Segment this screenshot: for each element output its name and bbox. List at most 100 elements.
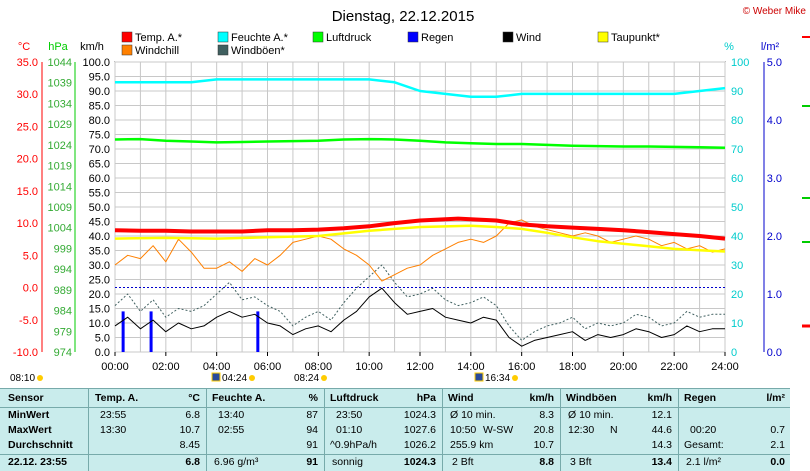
legend-swatch	[121, 31, 133, 43]
tick-temp: 20.0	[17, 154, 38, 166]
tick-wind: 5.0	[95, 333, 110, 345]
x-tick-label: 04:00	[203, 361, 231, 373]
tick-wind: 65.0	[89, 159, 110, 171]
series-wind	[114, 287, 725, 347]
x-tick-label: 20:00	[610, 361, 638, 373]
stats-table: Sensor Temp. A. °C Feuchte A. % Luftdruc…	[0, 388, 790, 471]
legend-label: Windchill	[135, 45, 179, 57]
tick-humidity: 40	[731, 231, 743, 243]
cell: 10:50	[450, 424, 477, 436]
cell: 13.4	[651, 456, 672, 468]
legend-label: Wind	[516, 32, 541, 44]
legend-swatch	[121, 44, 133, 56]
cell: 1024.3	[403, 456, 436, 468]
cell: 255.9 km	[450, 439, 494, 451]
tick-rain: 5.0	[767, 57, 782, 69]
unit-humidity: %	[724, 41, 734, 53]
cell: 1027.6	[403, 424, 436, 436]
series-windchill	[114, 219, 726, 282]
series-taupunkt	[114, 224, 726, 253]
cell: 8.3	[539, 409, 554, 421]
x-tick-label: 00:00	[101, 361, 129, 373]
unit-pressure: hPa	[48, 41, 68, 53]
tick-wind: 100.0	[82, 57, 110, 69]
cell: 10.7	[533, 439, 554, 451]
cell: 91	[306, 439, 318, 451]
tick-rain: 2.0	[767, 231, 782, 243]
tick-temp: 35.0	[17, 57, 38, 69]
series-luftdruck	[114, 137, 726, 150]
tick-pressure: 994	[54, 264, 72, 276]
legend-label: Windböen*	[231, 45, 286, 57]
tick-pressure: 999	[54, 243, 72, 255]
tick-humidity: 70	[731, 144, 743, 156]
cell: 01:10	[336, 424, 363, 436]
tick-rain: 3.0	[767, 173, 782, 185]
tick-wind: 25.0	[89, 275, 110, 287]
row-label: MinWert	[8, 409, 50, 421]
table-row: Durchschnitt 8.45 91 ^0.9hPa/h 1026.2 25…	[0, 439, 790, 454]
header-wind-unit: km/h	[529, 392, 554, 404]
cell: 13:30	[100, 424, 127, 436]
header-humid: Feuchte A.	[212, 392, 266, 404]
cell: 1024.3	[403, 409, 436, 421]
cell: 02:55	[218, 424, 245, 436]
table-row: MinWert 23:55 6.8 13:40 87 23:50 1024.3 …	[0, 409, 790, 424]
tick-humidity: 10	[731, 318, 743, 330]
header-press: Luftdruck	[330, 392, 379, 404]
x-tick-label: 08:00	[305, 361, 333, 373]
right-edge-marks	[802, 36, 810, 328]
sun-dot	[249, 375, 255, 381]
unit-rain: l/m²	[761, 41, 780, 53]
cell: 12:30	[568, 424, 595, 436]
tick-humidity: 60	[731, 173, 743, 185]
tick-wind: 70.0	[89, 144, 110, 156]
sun-event-label: 04:24	[222, 373, 247, 384]
tick-wind: 55.0	[89, 188, 110, 200]
tick-pressure: 989	[54, 285, 72, 297]
legend-swatch	[597, 31, 609, 43]
cell: 20.8	[533, 424, 554, 436]
cell: ^0.9hPa/h	[330, 439, 377, 451]
sun-icon	[474, 372, 484, 382]
header-gust-unit: km/h	[647, 392, 672, 404]
row-label: MaxWert	[8, 424, 52, 436]
sun-event-label: 08:10	[10, 373, 35, 384]
cell: Ø 10 min.	[450, 409, 496, 421]
tick-temp: 10.0	[17, 218, 38, 230]
tick-pressure: 1009	[48, 202, 72, 214]
tick-humidity: 0	[731, 347, 737, 359]
cell: 10.7	[179, 424, 200, 436]
header-press-unit: hPa	[416, 392, 436, 404]
x-tick-label: 14:00	[457, 361, 485, 373]
cell: sonnig	[332, 456, 363, 468]
tick-pressure: 979	[54, 326, 72, 338]
tick-rain: 0.0	[767, 347, 782, 359]
cell: 0.7	[770, 424, 785, 436]
tick-pressure: 984	[54, 306, 72, 318]
header-sensor: Sensor	[8, 392, 44, 404]
series-windben	[114, 264, 725, 341]
table-header-row: Sensor Temp. A. °C Feuchte A. % Luftdruc…	[0, 392, 790, 407]
x-tick-label: 02:00	[152, 361, 180, 373]
cell: 14.3	[651, 439, 672, 451]
tick-wind: 75.0	[89, 130, 110, 142]
header-humid-unit: %	[308, 392, 318, 404]
cell: 12.1	[651, 409, 672, 421]
cell: 23:50	[336, 409, 363, 421]
tick-wind: 0.0	[95, 347, 110, 359]
series-tempa	[114, 216, 726, 241]
cell: 2 Bft	[452, 456, 474, 468]
tick-wind: 30.0	[89, 260, 110, 272]
tick-rain: 4.0	[767, 115, 782, 127]
series-feuchtea	[115, 78, 726, 99]
tick-humidity: 20	[731, 289, 743, 301]
cell: 8.8	[539, 456, 554, 468]
tick-humidity: 100	[731, 57, 749, 69]
legend-label: Temp. A.*	[135, 32, 183, 44]
legend-swatch	[502, 31, 514, 43]
tick-temp: 15.0	[17, 186, 38, 198]
tick-wind: 35.0	[89, 246, 110, 258]
rain-bar	[149, 311, 153, 352]
tick-pressure: 1044	[48, 57, 72, 69]
